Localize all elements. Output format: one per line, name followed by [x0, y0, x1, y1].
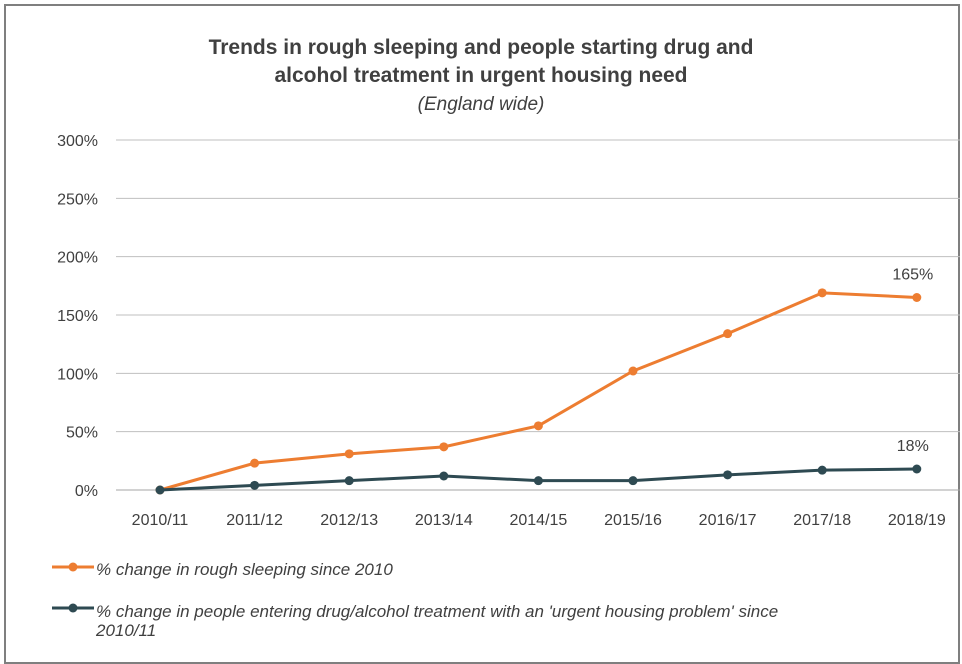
- x-tick-label: 2018/19: [888, 512, 946, 529]
- chart-frame: [4, 4, 960, 664]
- y-tick-label: 300%: [57, 133, 98, 150]
- legend-label-rough-sleeping: % change in rough sleeping since 2010: [96, 560, 393, 579]
- legend-label-treatment-line2: 2010/11: [96, 621, 157, 640]
- data-point: [912, 464, 922, 474]
- data-point: [628, 476, 638, 486]
- x-tick-label: 2015/16: [604, 512, 662, 529]
- legend-label-treatment-line1: % change in people entering drug/alcohol…: [96, 602, 779, 621]
- data-point: [817, 288, 827, 298]
- x-tick-label: 2013/14: [415, 512, 473, 529]
- x-tick-label: 2012/13: [320, 512, 378, 529]
- y-tick-label: 250%: [57, 191, 98, 208]
- y-tick-label: 0%: [75, 483, 98, 500]
- data-label: 18%: [897, 438, 929, 455]
- y-tick-label: 150%: [57, 308, 98, 325]
- data-point: [155, 485, 165, 495]
- x-tick-label: 2017/18: [793, 512, 851, 529]
- x-tick-label: 2011/12: [226, 512, 283, 529]
- legend-marker-2: [68, 603, 78, 613]
- y-tick-label: 200%: [57, 250, 98, 267]
- data-point: [344, 449, 354, 459]
- data-point: [250, 458, 260, 468]
- data-point: [533, 421, 543, 431]
- data-point: [344, 476, 354, 486]
- data-point: [817, 465, 827, 475]
- series-line-1: [159, 291, 917, 492]
- x-tick-label: 2014/15: [509, 512, 567, 529]
- line-chart: 0% 50% 100% 150% 200% 250% 300% 2010/11 2011/12 2…: [52, 133, 960, 613]
- data-point: [250, 480, 260, 490]
- legend-marker-1: [68, 562, 78, 572]
- y-tick-label: 100%: [57, 366, 98, 383]
- data-point: [912, 293, 922, 302]
- x-tick-label: 2010/11: [132, 512, 189, 529]
- chart-title-line1: Trends in rough sleeping and people star…: [208, 36, 754, 59]
- y-tick-label: 50%: [66, 425, 98, 442]
- data-point: [533, 476, 543, 486]
- data-point: [628, 366, 638, 376]
- data-point: [723, 329, 733, 339]
- data-point: [439, 471, 449, 481]
- data-label: 165%: [892, 267, 933, 284]
- chart-title-line2: alcohol treatment in urgent housing need: [274, 64, 688, 87]
- data-point: [723, 470, 733, 480]
- chart-subtitle: (England wide): [417, 94, 545, 115]
- x-tick-label: 2016/17: [699, 512, 757, 529]
- data-point: [439, 442, 449, 452]
